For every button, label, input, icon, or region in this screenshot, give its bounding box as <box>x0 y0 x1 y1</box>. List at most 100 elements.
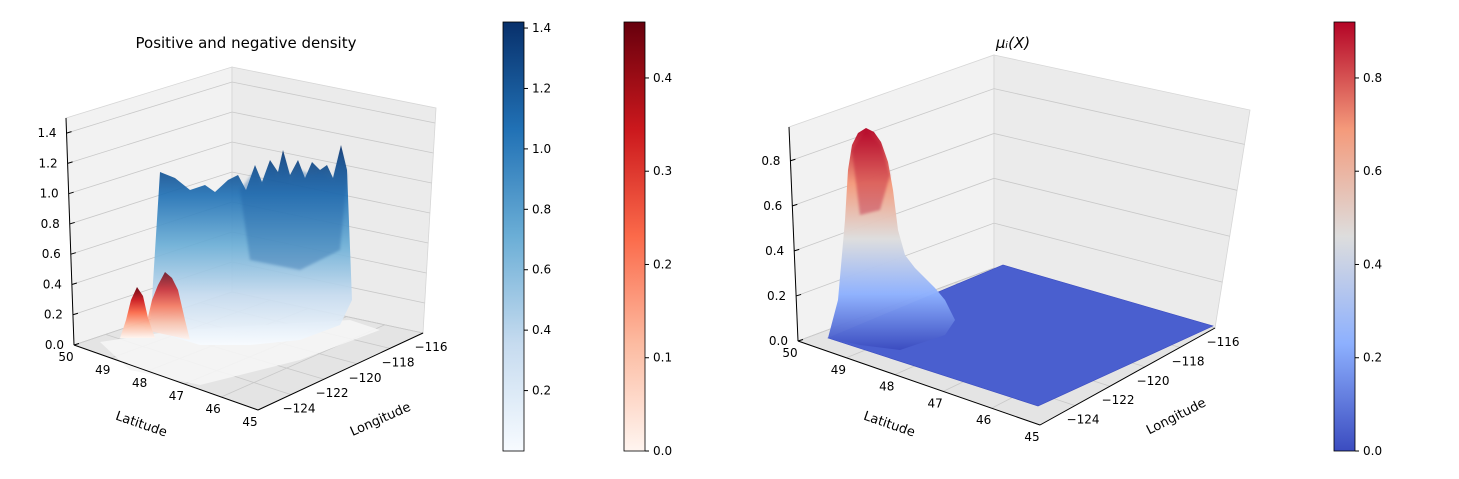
left-z-gridline <box>67 111 434 164</box>
right-y-tick-label: 46 <box>976 413 991 427</box>
left-y-tick-labels: 45 46 47 48 49 50 <box>58 350 257 429</box>
right-z-tick-mark <box>794 248 800 252</box>
left-z-tick-mark <box>66 131 72 134</box>
colorbar-tick-label: 0.2 <box>532 384 551 398</box>
colorbar-tick-label: 1.0 <box>532 142 551 156</box>
left-z-tick-mark <box>72 312 79 316</box>
left-z-gridline <box>68 141 432 195</box>
colorbar-coolwarm: 0.0 0.2 0.4 0.6 0.8 <box>1333 21 1382 458</box>
colorbar-tick-label: 0.8 <box>532 202 551 216</box>
left-z-tick-mark <box>71 282 78 285</box>
left-z-tick-label: 0.2 <box>44 308 63 322</box>
left-y-tick-label: 47 <box>169 389 184 403</box>
left-z-tick-labels: 0.0 0.2 0.4 0.6 0.8 1.0 1.2 1.4 <box>37 126 80 352</box>
colorbar-tick-label: 1.2 <box>532 81 551 95</box>
left-z-axis-line <box>65 117 75 346</box>
right-surface <box>827 128 1214 407</box>
right-z-tick-label: 0.6 <box>763 199 782 213</box>
colorbar-tick-label: 0.2 <box>1363 351 1382 365</box>
left-title: Positive and negative density <box>136 34 357 52</box>
left-plot: Positive and negative density 0.00.20.40… <box>37 34 447 440</box>
left-x-axis-line <box>257 332 424 411</box>
left-x-tick-label: −122 <box>316 386 349 400</box>
right-z-tick-labels: 0.0 0.2 0.4 0.6 0.8 <box>761 154 804 348</box>
colorbar-tick-label: 0.6 <box>1363 164 1382 178</box>
right-y-tick-label: 47 <box>928 396 943 410</box>
right-y-tick-label: 49 <box>831 363 846 377</box>
right-z-tick-mark <box>790 158 796 162</box>
colorbar-reds-bar <box>623 21 646 452</box>
left-z-tick-mark <box>67 161 73 164</box>
left-z-gridline <box>69 171 431 225</box>
colorbar-reds-ticks: 0.0 0.1 0.2 0.3 0.4 <box>645 71 672 458</box>
colorbar-reds: 0.0 0.1 0.2 0.3 0.4 <box>623 21 672 458</box>
colorbar-coolwarm-ticks: 0.0 0.2 0.4 0.6 0.8 <box>1355 71 1382 458</box>
left-y-tick-label: 50 <box>58 350 73 364</box>
right-z-tick-label: 0.8 <box>761 154 780 168</box>
colorbar-tick-label: 1.4 <box>532 21 551 35</box>
right-x-tick-labels: −124−122−120−118−116 <box>1067 335 1240 427</box>
left-x-tick-label: −118 <box>382 355 415 369</box>
left-z-tick-label: 0.8 <box>41 217 60 231</box>
colorbar-blues: 0.2 0.4 0.6 0.8 1.0 1.2 1.4 <box>502 21 551 452</box>
left-y-tick-label: 48 <box>132 376 147 390</box>
right-y-tick-label: 50 <box>782 346 797 360</box>
right-z-axis-line <box>788 126 799 342</box>
left-red-peak-right <box>145 272 190 340</box>
left-surface <box>100 145 380 385</box>
colorbar-tick-label: 0.2 <box>653 257 672 271</box>
left-z-tick-label: 1.4 <box>37 126 56 140</box>
left-x-tick-label: −124 <box>283 402 316 416</box>
left-z-tick-mark <box>68 191 74 195</box>
left-x-tick-label: −116 <box>415 340 448 354</box>
right-peak-shading <box>852 130 890 215</box>
left-z-tick-mark <box>69 221 75 225</box>
left-red-peak-left <box>120 287 155 338</box>
colorbar-blues-ticks: 0.2 0.4 0.6 0.8 1.0 1.2 1.4 <box>524 21 551 398</box>
colorbar-tick-label: 0.8 <box>1363 71 1382 85</box>
colorbar-tick-label: 0.4 <box>532 323 551 337</box>
left-y-tick-label: 49 <box>95 363 110 377</box>
right-x-axis-line <box>1039 327 1216 426</box>
right-z-tick-label: 0.4 <box>765 244 784 258</box>
right-y-tick-label: 48 <box>879 380 894 394</box>
right-y-tick-label: 45 <box>1024 430 1039 444</box>
left-z-tick-label: 1.2 <box>39 156 58 170</box>
right-x-tick-label: −122 <box>1102 393 1135 407</box>
right-z-tick-mark <box>797 339 804 342</box>
left-z-tick-mark <box>70 252 76 255</box>
left-y-tick-label: 46 <box>206 402 221 416</box>
left-x-tick-labels: −124−122−120−118−116 <box>283 340 448 416</box>
left-z-tick-label: 0.4 <box>43 277 62 291</box>
right-x-tick-label: −118 <box>1172 354 1205 368</box>
left-y-tick-label: 45 <box>242 415 257 429</box>
colorbar-tick-label: 0.3 <box>653 164 672 178</box>
right-title: μᵢ(X) <box>995 34 1030 52</box>
colorbar-tick-label: 0.6 <box>532 263 551 277</box>
left-z-gridline <box>66 81 436 134</box>
left-z-tick-label: 0.0 <box>45 338 64 352</box>
colorbar-coolwarm-bar <box>1333 21 1356 452</box>
right-y-axis-line <box>797 340 1041 426</box>
colorbar-tick-label: 0.0 <box>653 444 672 458</box>
left-x-tick-label: −120 <box>349 371 382 385</box>
right-y-tick-labels: 45 46 47 48 49 50 <box>782 346 1039 444</box>
right-z-tick-label: 0.2 <box>767 289 786 303</box>
right-x-tick-label: −124 <box>1067 413 1100 427</box>
left-z-tick-label: 1.0 <box>40 187 59 201</box>
left-blue-shading <box>240 150 347 270</box>
right-x-tick-label: −116 <box>1207 335 1240 349</box>
colorbar-tick-label: 0.1 <box>653 351 672 365</box>
right-z-tick-label: 0.0 <box>769 334 788 348</box>
left-ylabel: Latitude <box>113 409 168 441</box>
colorbar-tick-label: 0.4 <box>1363 257 1382 271</box>
colorbar-tick-label: 0.0 <box>1363 444 1382 458</box>
left-z-tick-label: 0.6 <box>42 247 61 261</box>
right-x-tick-label: −120 <box>1137 374 1170 388</box>
right-xlabel: Longitude <box>1144 396 1208 439</box>
colorbar-blues-bar <box>502 21 525 452</box>
left-z-tick-mark <box>73 343 80 346</box>
left-xlabel: Longitude <box>348 400 413 440</box>
